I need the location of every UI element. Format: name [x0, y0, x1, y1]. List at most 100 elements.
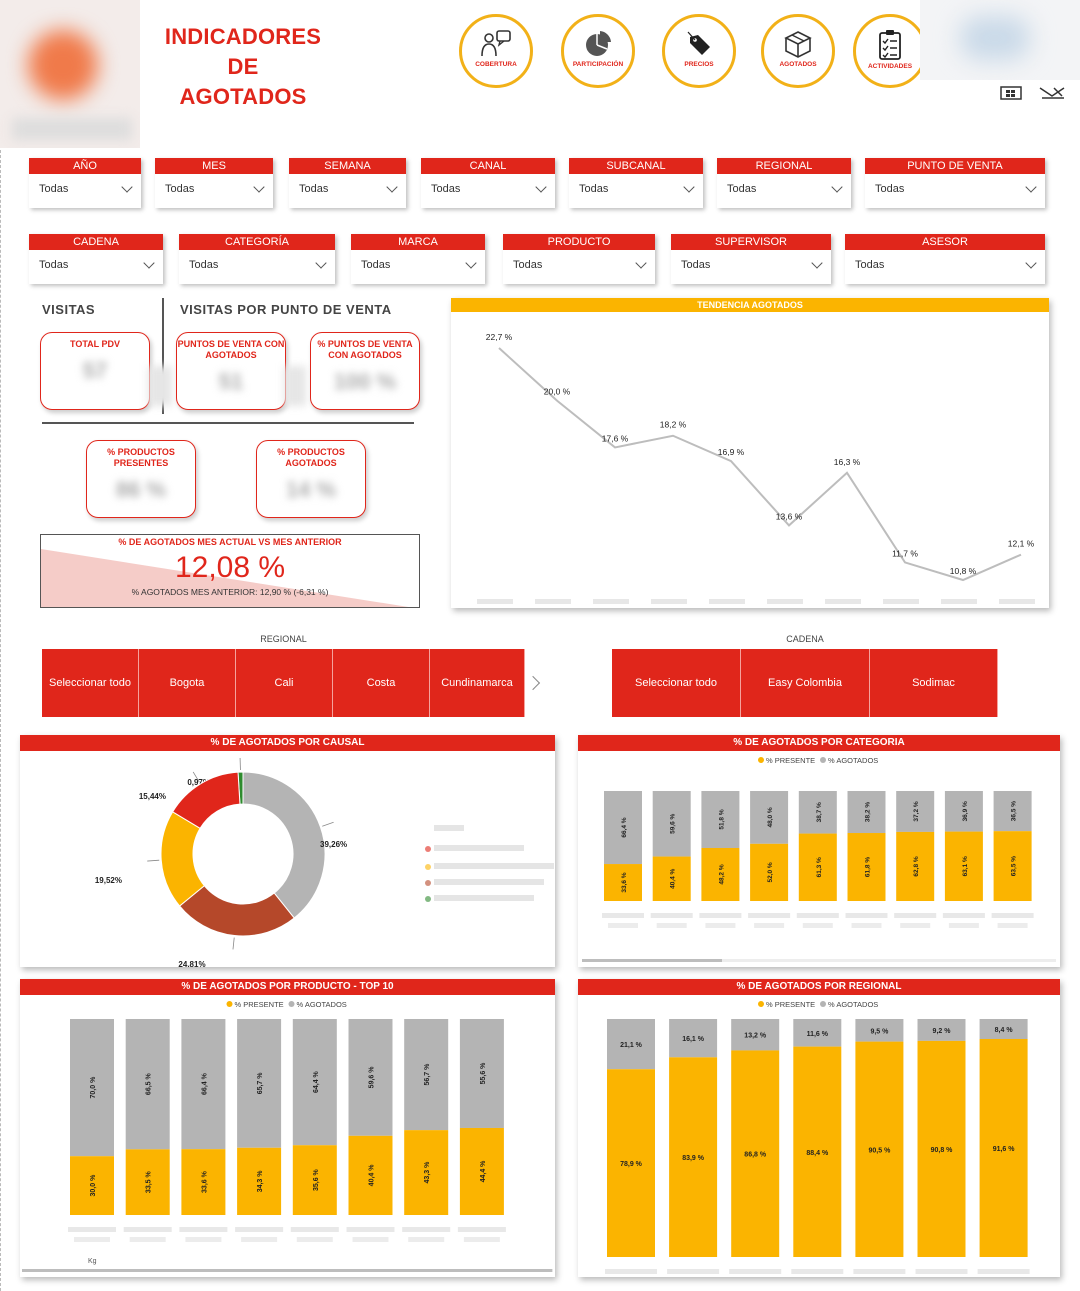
nav-agotados-button[interactable]: AGOTADOS	[761, 14, 835, 88]
blurred-axis-label	[74, 1237, 110, 1242]
bar-label-presente: 35,6 %	[313, 1168, 320, 1191]
bar-label-agotados: 9,5 %	[870, 1028, 889, 1035]
filter-regional-label: REGIONAL	[717, 158, 851, 174]
chevron-down-icon	[121, 181, 133, 193]
bar-label-agotados: 13,2 %	[744, 1033, 767, 1040]
regional-chart-title: % DE AGOTADOS POR REGIONAL	[578, 979, 1060, 995]
bar-label-presente: 61,3 %	[816, 857, 823, 877]
filter-marca[interactable]: MARCA Todas	[351, 234, 485, 284]
filter-canal[interactable]: CANAL Todas	[421, 158, 555, 208]
slicer-option-cali[interactable]: Cali	[236, 649, 333, 717]
filter-supervisor-value: Todas	[681, 259, 711, 271]
causal-chart-title: % DE AGOTADOS POR CAUSAL	[20, 735, 555, 751]
filter-subcanal[interactable]: SUBCANAL Todas	[569, 158, 703, 208]
bar-label-presente: 40,4 %	[369, 1164, 376, 1187]
filter-regional[interactable]: REGIONAL Todas	[717, 158, 851, 208]
filter-mes-value: Todas	[165, 183, 195, 195]
legend-agotados-marker	[820, 757, 826, 763]
filter-supervisor[interactable]: SUPERVISOR Todas	[671, 234, 831, 284]
filter-asesor-dropdown[interactable]: Todas	[845, 250, 1045, 282]
bar-presente	[798, 833, 837, 901]
filter-categoria-dropdown[interactable]: Todas	[179, 250, 335, 282]
blurred-axis-label	[991, 913, 1034, 918]
filter-punto-de-venta[interactable]: PUNTO DE VENTA Todas	[865, 158, 1045, 208]
slicer-option-cundinamarca[interactable]: Cundinamarca	[430, 649, 525, 717]
blurred-axis-label	[894, 913, 937, 918]
nav-actividades-button[interactable]: ACTIVIDADES	[853, 14, 927, 88]
bar-agotados	[750, 791, 789, 844]
producto-chart-card: % DE AGOTADOS POR PRODUCTO - TOP 10 % PR…	[20, 979, 555, 1277]
filter-producto-dropdown[interactable]: Todas	[503, 250, 655, 282]
regional-slicer-label: REGIONAL	[260, 634, 307, 644]
blurred-axis-label	[408, 1237, 445, 1242]
page-title-line1: INDICADORES DE	[164, 24, 322, 79]
filter-mes-dropdown[interactable]: Todas	[155, 174, 273, 206]
kpi-pct-productos-presentes: % PRODUCTOS PRESENTES 86 %	[86, 440, 196, 518]
slicer-option-seleccionar-todo[interactable]: Seleccionar todo	[42, 649, 139, 717]
kpi-pct-pdv-con-agotados-title: % PUNTOS DE VENTA CON AGOTADOS	[317, 339, 413, 360]
chevron-right-icon[interactable]	[525, 675, 541, 691]
filter-cadena[interactable]: CADENA Todas	[29, 234, 163, 284]
bar-label-presente: 52,0 %	[767, 862, 774, 882]
nav-participacion-button[interactable]: PARTICIPACIÓN	[561, 14, 635, 88]
blurred-overlay	[148, 366, 172, 406]
clear-filters-icon[interactable]	[1038, 86, 1066, 100]
filter-cadena-dropdown[interactable]: Todas	[29, 250, 163, 282]
bar-agotados	[652, 791, 691, 857]
chevron-down-icon	[315, 257, 327, 269]
filter-asesor[interactable]: ASESOR Todas	[845, 234, 1045, 284]
bar-label-presente: 34,3 %	[257, 1170, 264, 1193]
nav-cobertura-button[interactable]: COBERTURA	[459, 14, 533, 88]
bar-label-agotados: 9,2 %	[933, 1028, 952, 1035]
kpi-pdv-con-agotados-value: 51	[218, 369, 244, 394]
slicer-option-seleccionar-todo[interactable]: Seleccionar todo	[612, 649, 741, 717]
filter-marca-dropdown[interactable]: Todas	[351, 250, 485, 282]
bar-label-agotados: 38,2 %	[865, 802, 872, 822]
filter-ano-dropdown[interactable]: Todas	[29, 174, 141, 206]
kpi-pct-productos-agotados-value: 14 %	[285, 477, 337, 502]
filter-semana[interactable]: SEMANA Todas	[289, 158, 406, 208]
visitas-pdv-title: VISITAS POR PUNTO DE VENTA	[180, 302, 392, 317]
tendencia-chart-title: TENDENCIA AGOTADOS	[451, 298, 1049, 312]
filter-semana-dropdown[interactable]: Todas	[289, 174, 406, 206]
blurred-axis-label	[767, 599, 803, 604]
trend-data-label: 16,3 %	[834, 457, 861, 467]
filter-mes[interactable]: MES Todas	[155, 158, 273, 208]
blurred-axis-label	[941, 599, 977, 604]
bar-label-presente: 86,8 %	[744, 1152, 767, 1159]
bar-label-presente: 33,6 %	[201, 1170, 208, 1193]
legend-marker	[425, 864, 431, 870]
slicer-option-easy-colombia[interactable]: Easy Colombia	[741, 649, 870, 717]
bar-label-agotados: 66,4 %	[621, 817, 628, 837]
filter-canal-dropdown[interactable]: Todas	[421, 174, 555, 206]
donut-leader-line	[147, 859, 160, 862]
bar-agotados	[944, 791, 983, 832]
filter-canal-value: Todas	[431, 183, 461, 195]
bar-agotados	[604, 791, 642, 865]
tendencia-line-chart: 22,7 % 20,0 % 17,6 % 18,2 % 16,9 % 13,6 % 16,3…	[477, 332, 1035, 604]
filter-supervisor-dropdown[interactable]: Todas	[671, 250, 831, 282]
blurred-axis-label	[185, 1237, 222, 1242]
slicer-option-sodimac[interactable]: Sodimac	[870, 649, 998, 717]
blurred-overlay	[284, 366, 306, 406]
bar-label-presente: 30,0 %	[90, 1174, 97, 1197]
filter-subcanal-dropdown[interactable]: Todas	[569, 174, 703, 206]
blurred-axis-label	[977, 1269, 1030, 1274]
bar-agotados	[793, 1019, 842, 1047]
kpi-pct-pdv-con-agotados: % PUNTOS DE VENTA CON AGOTADOS 100 %	[310, 332, 420, 410]
filter-punto-de-venta-dropdown[interactable]: Todas	[865, 174, 1045, 206]
filter-categoria[interactable]: CATEGORÍA Todas	[179, 234, 335, 284]
trend-data-label: 16,9 %	[718, 447, 745, 457]
chevron-down-icon	[683, 181, 695, 193]
page-title-line2: AGOTADOS	[179, 84, 307, 109]
slicer-option-bogota[interactable]: Bogota	[139, 649, 236, 717]
filter-ano[interactable]: AÑO Todas	[29, 158, 141, 208]
slicer-option-costa[interactable]: Costa	[333, 649, 430, 717]
nav-precios-button[interactable]: PRECIOS	[662, 14, 736, 88]
filter-regional-dropdown[interactable]: Todas	[717, 174, 851, 206]
filter-producto[interactable]: PRODUCTO Todas	[503, 234, 655, 284]
horizontal-scrollbar-thumb	[582, 959, 722, 962]
bookmark-icon[interactable]	[1000, 86, 1024, 100]
cadena-slicer-label: CADENA	[786, 634, 824, 644]
blurred-axis-label	[608, 923, 638, 928]
